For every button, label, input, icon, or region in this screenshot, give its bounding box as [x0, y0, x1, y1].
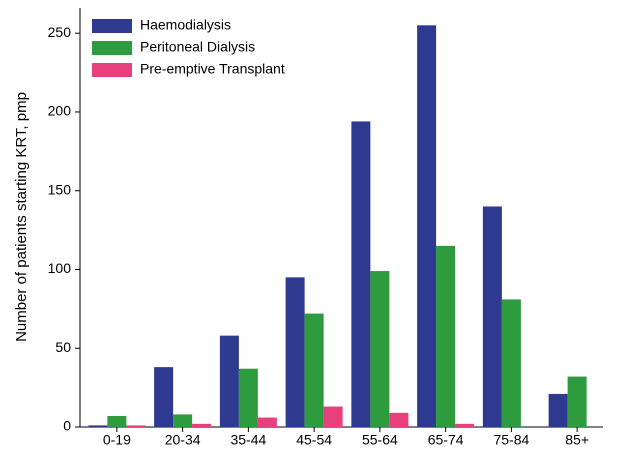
y-tick-label: 100: [48, 260, 72, 276]
legend-label: Pre-emptive Transplant: [140, 61, 285, 77]
legend-swatch: [92, 19, 132, 33]
y-tick-label: 150: [48, 181, 72, 197]
bar: [107, 415, 127, 427]
x-tick-label: 65-74: [428, 432, 464, 448]
bar: [219, 335, 239, 427]
bar: [192, 423, 212, 427]
bar: [417, 25, 437, 428]
bar: [126, 425, 146, 427]
x-tick-label: 55-64: [362, 432, 398, 448]
y-axis-label: Number of patients starting KRT, pmp: [13, 92, 30, 342]
bar: [238, 368, 258, 427]
y-tick-label: 0: [63, 418, 71, 434]
x-tick-label: 85+: [565, 432, 589, 448]
x-tick-label: 20-34: [165, 432, 201, 448]
legend-label: Peritoneal Dialysis: [140, 39, 255, 55]
bar: [173, 414, 193, 427]
bar: [257, 417, 277, 427]
bar: [351, 121, 371, 427]
legend-swatch: [92, 63, 132, 77]
bar: [285, 277, 305, 427]
x-tick-label: 45-54: [296, 432, 332, 448]
bar: [455, 423, 475, 427]
y-tick-label: 50: [55, 339, 71, 355]
x-tick-label: 0-19: [103, 432, 131, 448]
y-tick-label: 200: [48, 103, 72, 119]
bar: [548, 393, 568, 427]
legend-label: Haemodialysis: [140, 17, 231, 33]
bar: [389, 412, 409, 427]
y-tick-label: 250: [48, 24, 72, 40]
bar: [482, 206, 502, 427]
bar: [323, 406, 343, 427]
bar: [154, 367, 174, 427]
bar: [501, 299, 521, 427]
x-tick-label: 75-84: [493, 432, 529, 448]
bar: [88, 425, 108, 427]
bar: [370, 271, 390, 427]
bar: [567, 376, 587, 427]
bar: [304, 313, 324, 427]
bar: [436, 245, 456, 427]
legend-swatch: [92, 41, 132, 55]
x-tick-label: 35-44: [230, 432, 266, 448]
